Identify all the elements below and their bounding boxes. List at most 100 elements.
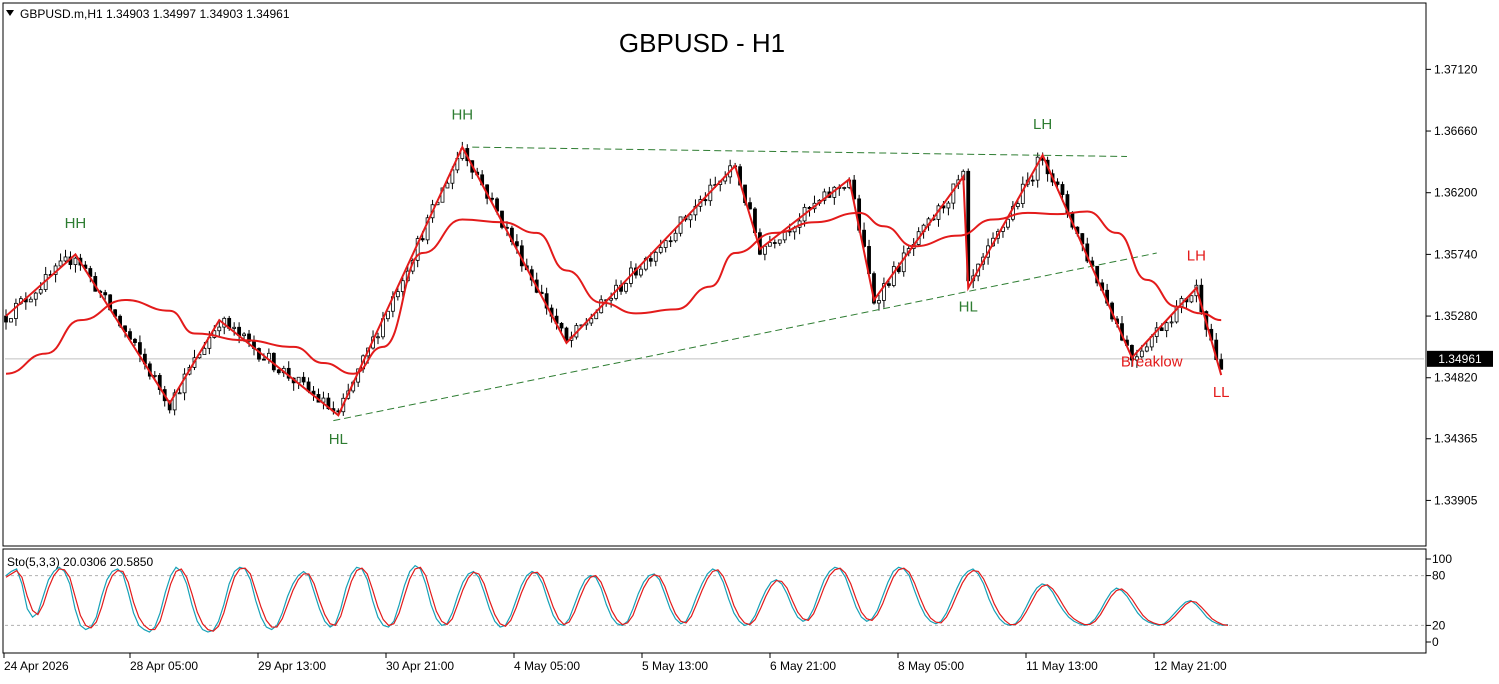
moving-average: [5, 210, 1222, 375]
stochastic-tick-label: 0: [1432, 635, 1439, 649]
candle-body: [772, 242, 777, 244]
candle-body: [1169, 321, 1174, 324]
stochastic-series-line: [5, 564, 1229, 633]
price-tick-label: 1.37120: [1434, 62, 1478, 76]
candle-body: [1164, 322, 1169, 332]
candle-body: [762, 245, 767, 255]
candle-body: [564, 327, 569, 341]
price-axis: 1.37120 1.36660 1.36200 1.35740 1.35280 1.348…: [1426, 62, 1478, 507]
time-tick-label: 8 May 05:00: [898, 659, 964, 673]
current-price-label: 1.34961: [1438, 352, 1482, 366]
stochastic-tick-label: 100: [1432, 552, 1452, 566]
main-chart-frame: [2, 2, 1427, 547]
candle-body: [138, 342, 142, 355]
candle-body: [1006, 218, 1010, 228]
wave-label-lh: LH: [1033, 116, 1052, 133]
wave-label-lh: LH: [1187, 247, 1206, 264]
symbol-info: GBPUSD.m,H1 1.34903 1.34997 1.34903 1.34…: [20, 7, 290, 21]
candle-body: [877, 300, 881, 304]
candle-body: [1189, 295, 1194, 303]
stochastic-tick-label: 20: [1432, 618, 1446, 632]
candle-body: [9, 318, 13, 323]
wave-label-breaklow: Breaklow: [1121, 353, 1183, 370]
candle-body: [415, 238, 420, 261]
candle-body: [668, 240, 673, 243]
candle-body: [589, 318, 594, 324]
candle-body: [386, 310, 390, 320]
candle-body: [167, 400, 172, 411]
candle-body: [103, 292, 108, 296]
candle-body: [624, 283, 628, 292]
candle-body: [882, 283, 886, 301]
wave-label-hh: HH: [65, 215, 87, 232]
candle-body: [648, 258, 653, 262]
candle-body: [217, 326, 222, 332]
price-tick-label: 1.35740: [1434, 247, 1478, 261]
time-tick-label: 30 Apr 21:00: [386, 659, 454, 673]
candle-body: [445, 182, 450, 189]
candle-body: [777, 239, 782, 244]
candle-body: [663, 240, 668, 248]
candle-body: [1134, 356, 1139, 361]
candle-body: [514, 241, 519, 247]
candle-body: [787, 230, 792, 233]
stochastic-axis: 100 80 20 0: [1426, 552, 1452, 649]
candle-body: [420, 238, 425, 241]
time-tick-label: 5 May 13:00: [642, 659, 708, 673]
triangle-down-icon[interactable]: [6, 10, 14, 16]
wave-label-ll: LL: [1213, 384, 1230, 401]
wave-labels: HH HH LH HL HL LH Breaklow LL: [65, 107, 1230, 448]
candle-body: [301, 376, 306, 383]
candle-body: [202, 347, 207, 355]
candle-body: [425, 217, 430, 241]
zigzag-polyline: [5, 144, 1223, 417]
candle-body: [73, 257, 78, 266]
time-tick-label: 24 Apr 2026: [4, 659, 69, 673]
trendline: [472, 146, 1127, 158]
candle-body: [559, 322, 564, 329]
time-tick-label: 12 May 21:00: [1154, 659, 1227, 673]
candle-body: [376, 336, 380, 339]
candle-body: [1060, 184, 1065, 195]
price-tick-label: 1.35280: [1434, 309, 1478, 323]
candle-body: [33, 292, 38, 300]
time-tick-label: 11 May 13:00: [1026, 659, 1098, 673]
candle-body: [1015, 203, 1020, 207]
candle-body: [653, 251, 658, 262]
current-price-tag: 1.34961: [1427, 350, 1493, 367]
trendlines: [333, 146, 1157, 422]
candle-body: [842, 187, 847, 189]
stochastic-series-line: [5, 566, 1229, 632]
candle-body: [1159, 327, 1164, 332]
candle-body: [212, 330, 217, 338]
candle-body: [4, 315, 8, 323]
candle-body: [862, 229, 866, 247]
candle-body: [58, 260, 63, 267]
stochastic-lines: [5, 564, 1229, 633]
time-tick-label: 29 Apr 13:00: [258, 659, 326, 673]
candle-body: [177, 392, 182, 395]
zigzag-line: [5, 144, 1223, 417]
price-tick-label: 1.34820: [1434, 371, 1478, 385]
time-axis: 24 Apr 2026 28 Apr 05:00 29 Apr 13:00 30 Ap…: [3, 653, 1227, 673]
moving-average-line: [5, 210, 1222, 375]
candle-body: [276, 369, 281, 374]
stochastic-frame: [2, 548, 1427, 654]
stochastic-levels: [5, 575, 1424, 626]
price-tick-label: 1.33905: [1434, 493, 1478, 507]
candle-body: [638, 268, 643, 276]
candle-body: [891, 266, 896, 286]
candle-body: [703, 199, 708, 202]
candle-body: [63, 256, 68, 262]
candle-body: [886, 283, 891, 286]
candle-body: [262, 358, 266, 361]
price-tick-label: 1.34365: [1434, 432, 1478, 446]
wave-label-hl: HL: [959, 298, 978, 315]
stochastic-label: Sto(5,3,3) 20.0306 20.5850: [7, 555, 153, 569]
stochastic-tick-label: 80: [1432, 569, 1446, 583]
candle-body: [28, 298, 33, 303]
trendline: [333, 252, 1157, 422]
candle-body: [157, 375, 162, 390]
